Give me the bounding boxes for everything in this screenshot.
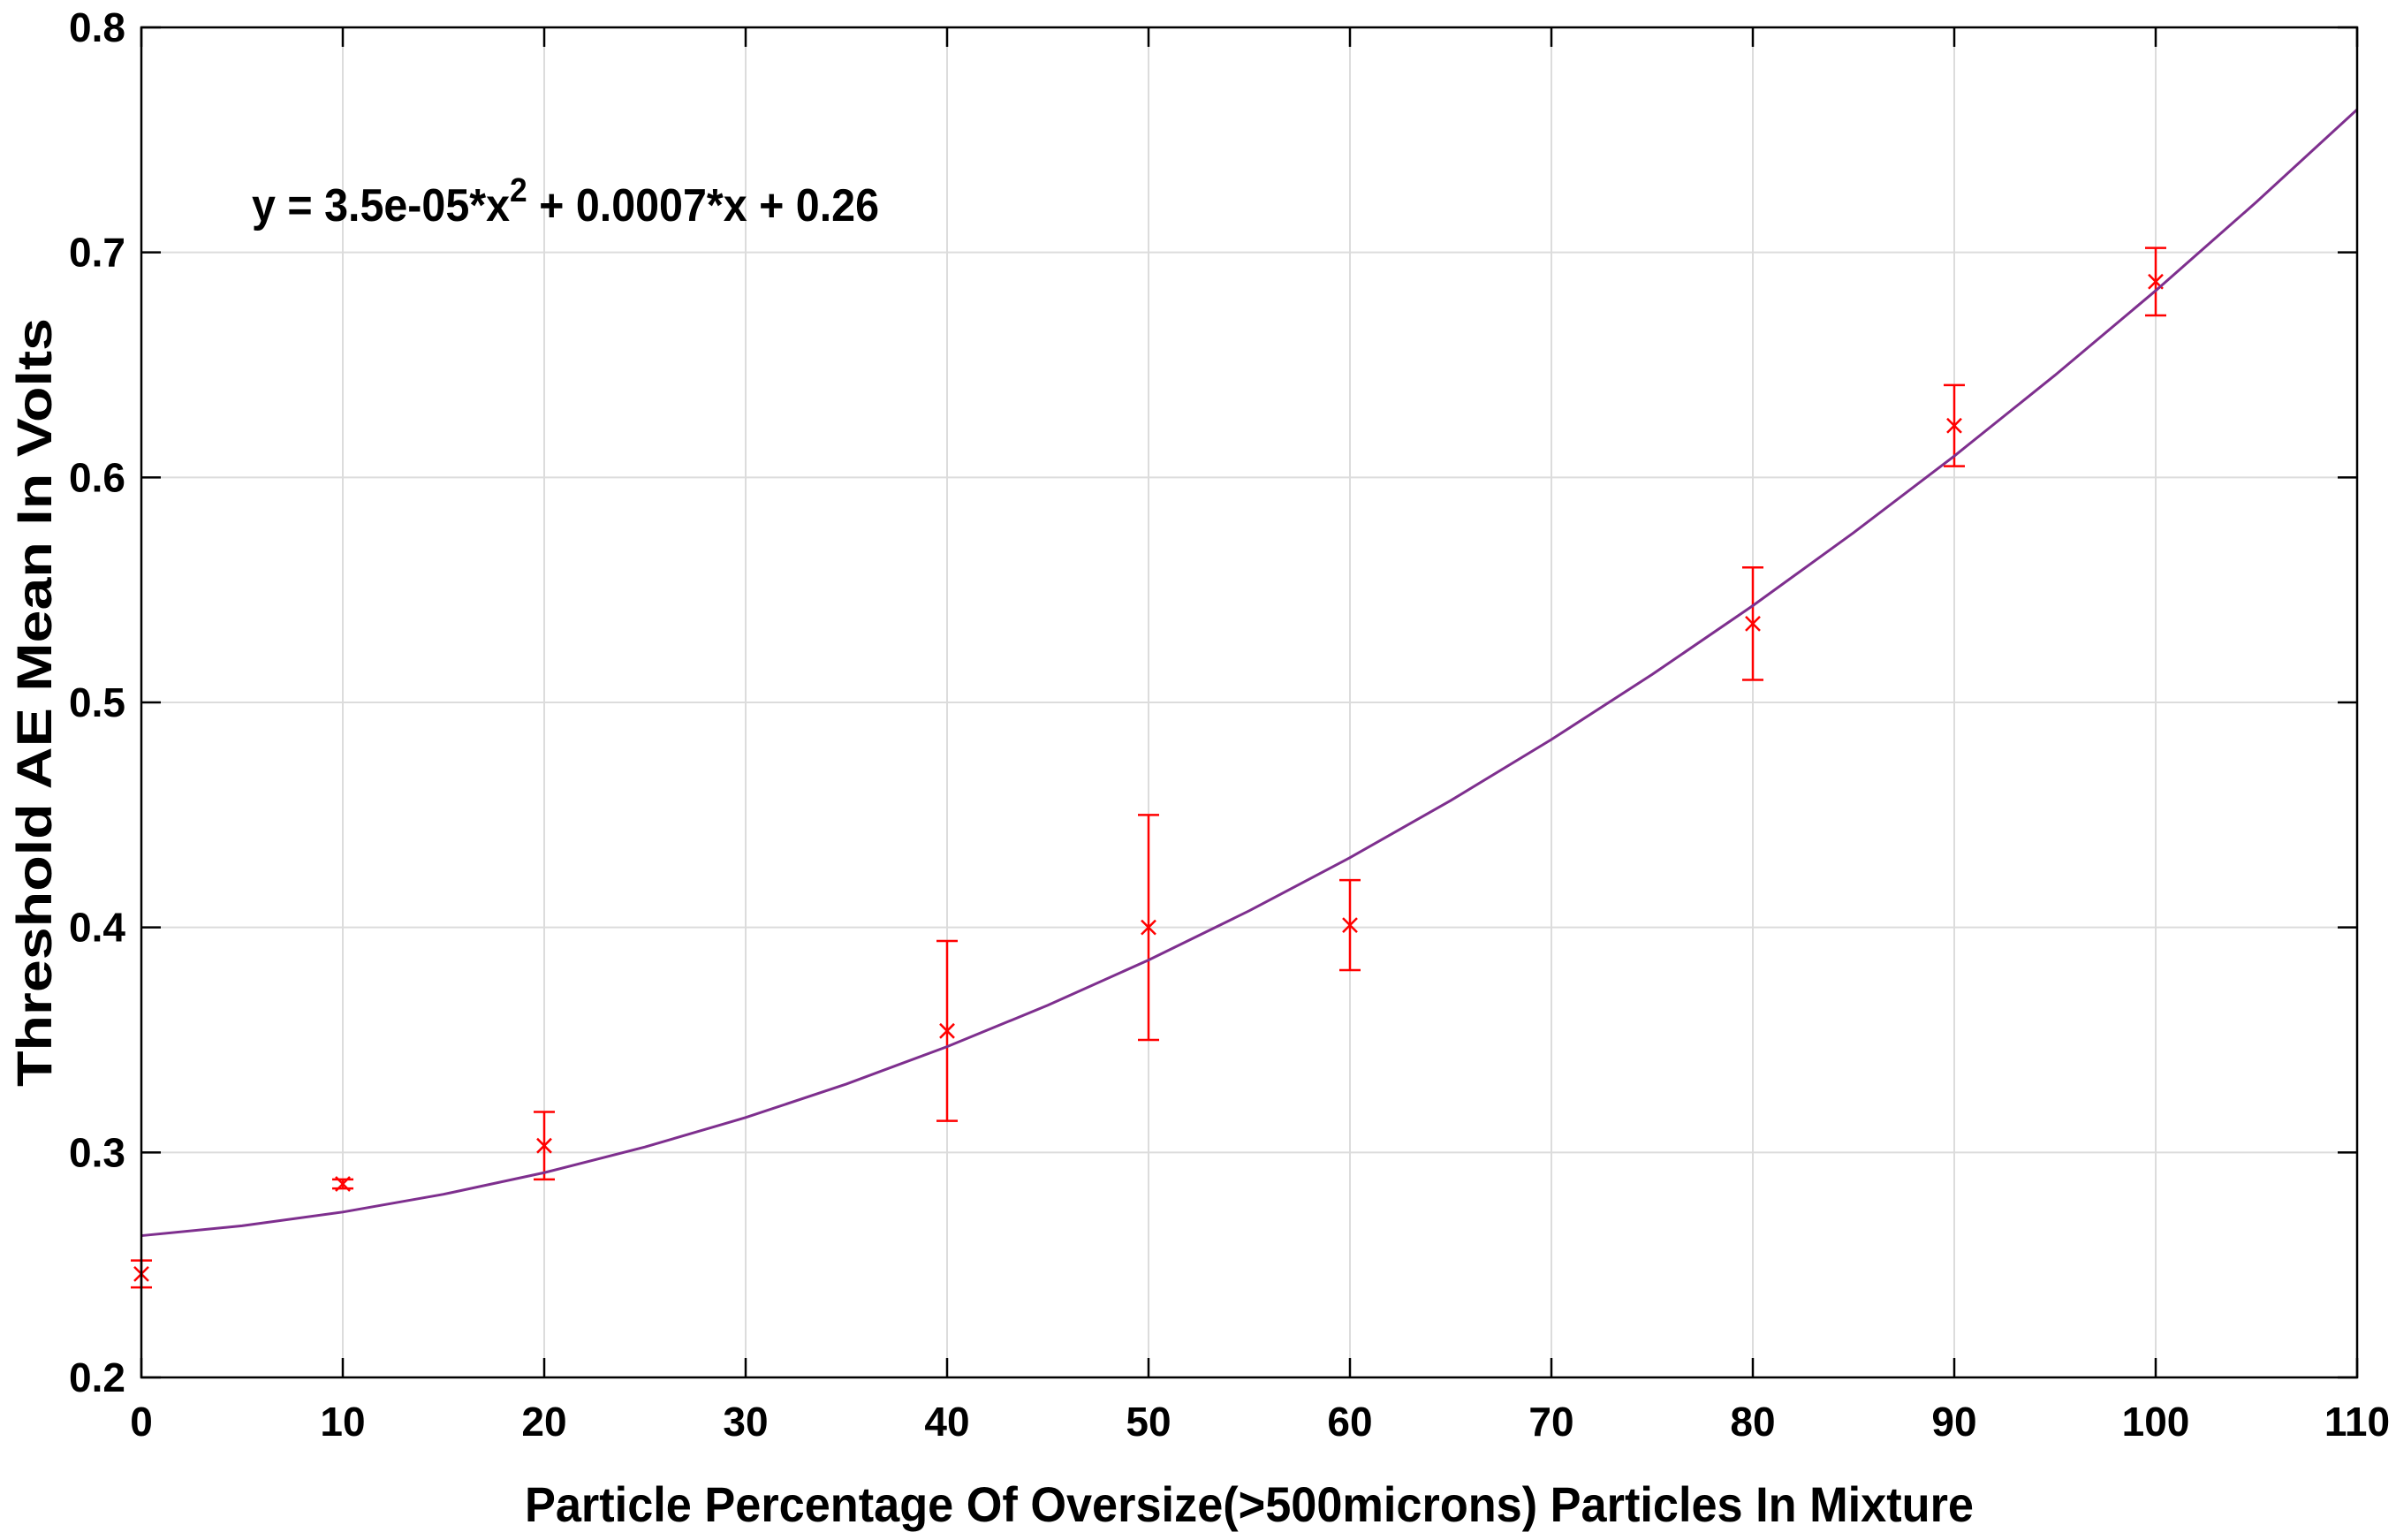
data-point [1946, 417, 1962, 434]
x-tick-label: 60 [1327, 1399, 1372, 1445]
x-tick-label: 40 [924, 1399, 969, 1445]
data-point [536, 1137, 552, 1154]
data-point [335, 1176, 351, 1192]
x-tick-label: 50 [1126, 1399, 1171, 1445]
x-tick-label: 80 [1730, 1399, 1775, 1445]
y-axis-label: Threshold AE Mean In Volts [6, 318, 62, 1087]
x-tick-label: 20 [521, 1399, 566, 1445]
data-point [1342, 917, 1358, 934]
x-tick-label: 100 [2122, 1399, 2190, 1445]
x-tick-label: 110 [2324, 1399, 2390, 1445]
annotation-text: + 0.0007*x + 0.26 [527, 180, 879, 231]
data-point [1745, 615, 1761, 632]
error-point [936, 939, 958, 1122]
data-point [1141, 919, 1156, 936]
error-point [1742, 565, 1763, 681]
y-tick-label: 0.2 [69, 1354, 125, 1400]
annotation-text: y = 3.5e-05*x [252, 180, 510, 231]
y-tick-label: 0.8 [69, 4, 125, 50]
x-tick-label: 70 [1528, 1399, 1573, 1445]
x-tick-label: 10 [320, 1399, 365, 1445]
y-tick-label: 0.6 [69, 454, 125, 500]
y-tick-label: 0.3 [69, 1129, 125, 1175]
x-tick-label: 30 [723, 1399, 768, 1445]
annotation-superscript: 2 [510, 172, 527, 209]
error-point [1339, 878, 1361, 972]
error-point [2145, 247, 2166, 317]
x-axis-label: Particle Percentage Of Oversize(>500micr… [525, 1476, 1974, 1532]
fit-curve [140, 108, 2359, 1238]
y-tick-label: 0.7 [69, 230, 125, 276]
data-point [939, 1022, 955, 1039]
error-point [1944, 383, 1965, 467]
x-tick-label: 0 [130, 1399, 153, 1445]
y-tick-label: 0.5 [69, 679, 125, 725]
error-point [534, 1111, 555, 1181]
error-point [1138, 814, 1159, 1042]
x-tick-label: 90 [1931, 1399, 1976, 1445]
error-point [332, 1176, 353, 1192]
annotation: y = 3.5e-05*x2 + 0.0007*x + 0.26 [252, 172, 879, 231]
y-tick-label: 0.4 [69, 905, 125, 951]
